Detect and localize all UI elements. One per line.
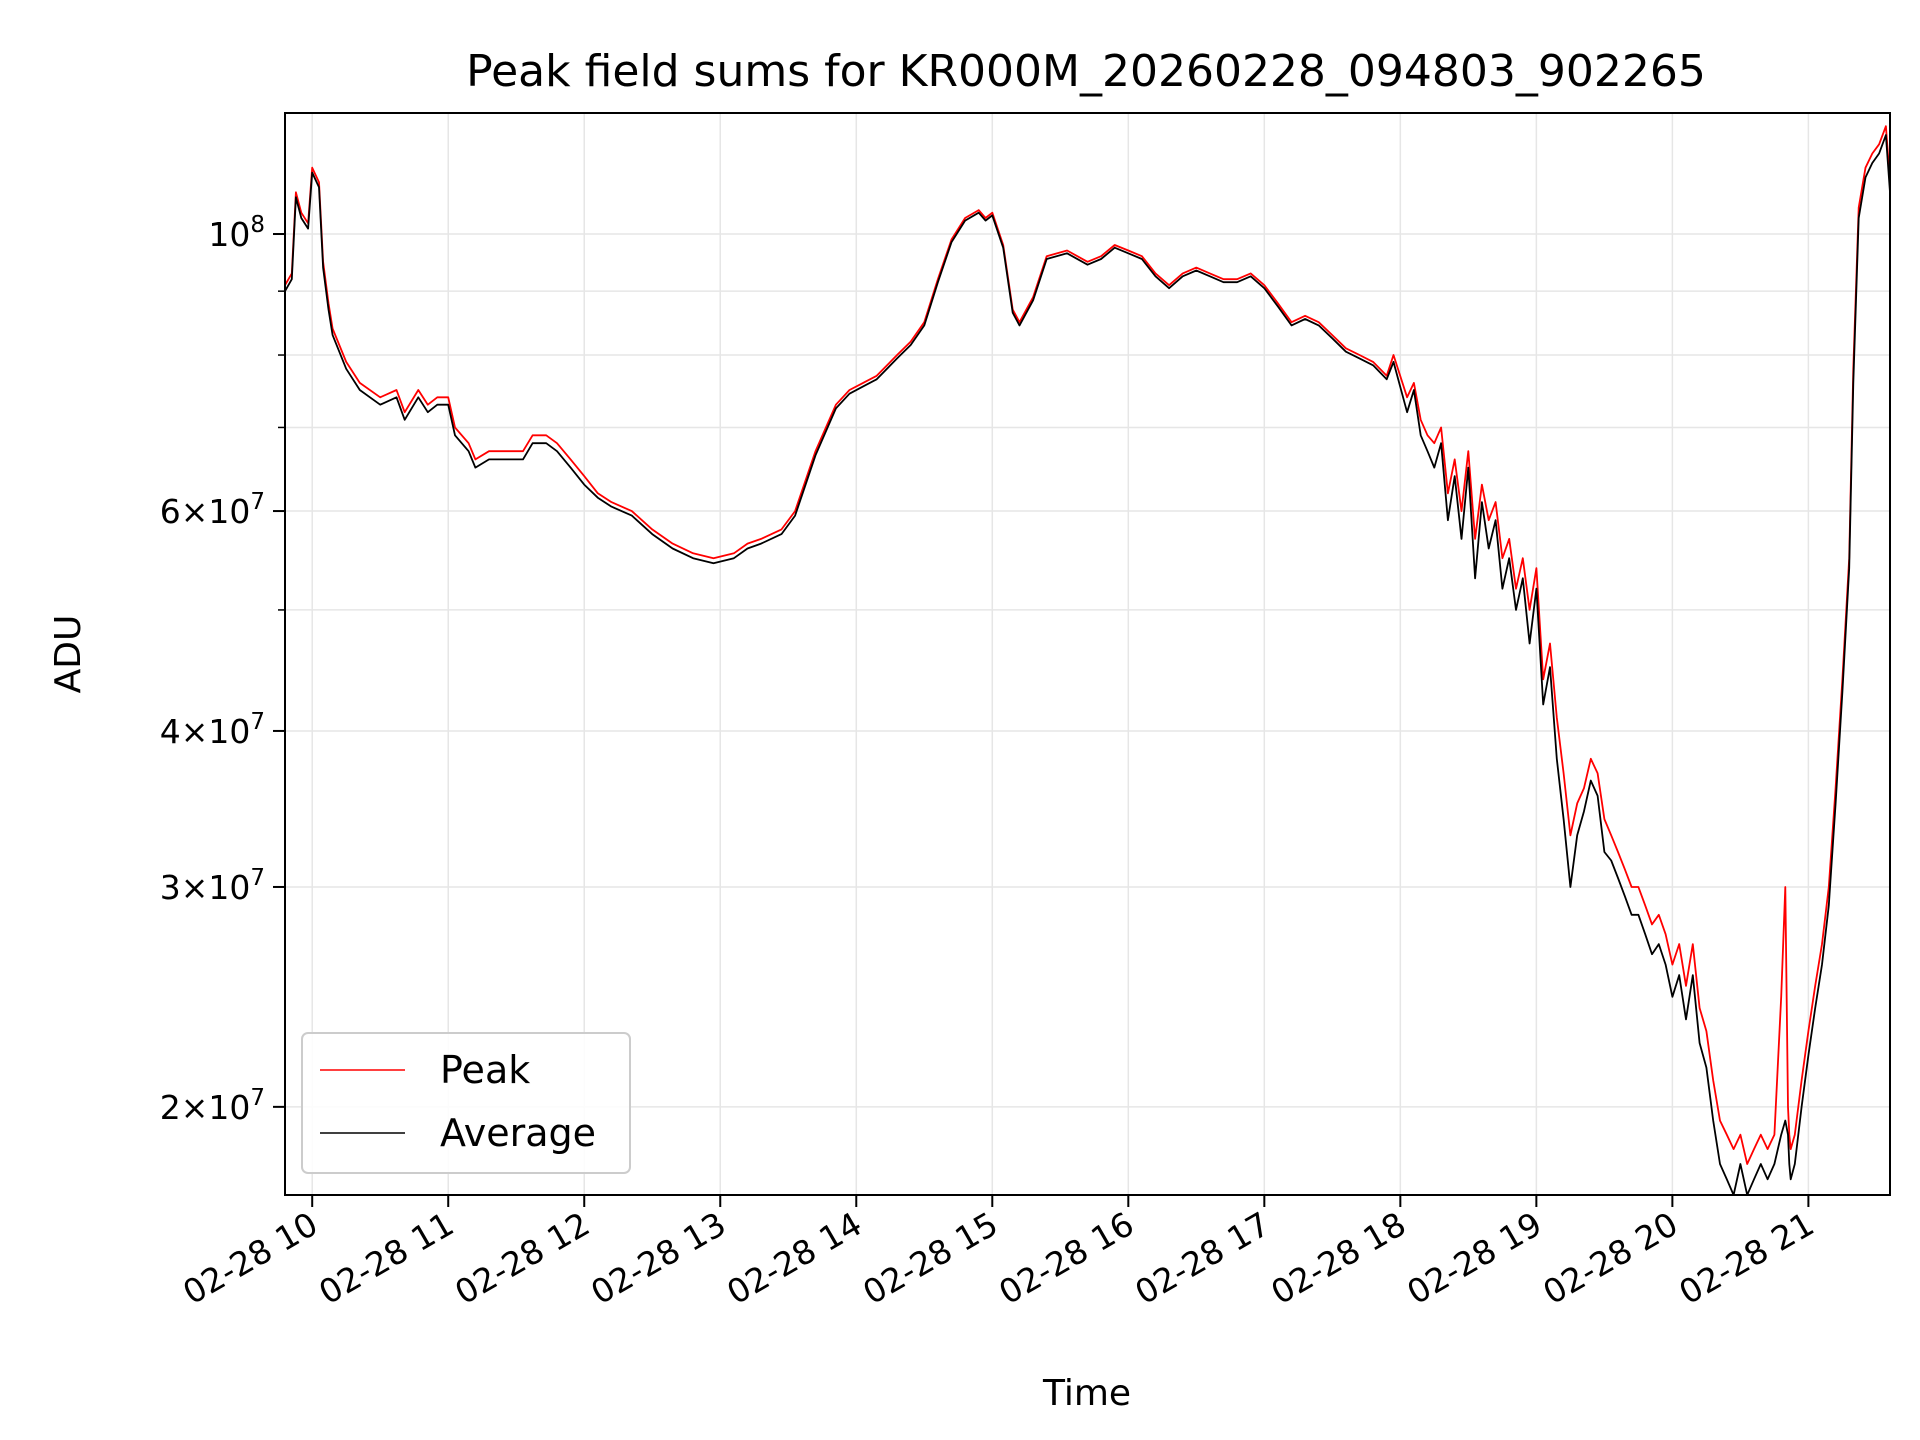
- legend-frame: [301, 1032, 631, 1174]
- y-tick-label: 108: [208, 212, 265, 254]
- y-axis-title: ADU: [48, 615, 89, 694]
- series-lines: [285, 125, 1890, 1195]
- y-tick-label: 4×107: [160, 709, 265, 751]
- plot-frame: [284, 112, 1891, 1196]
- legend-label-average: Average: [440, 1111, 596, 1155]
- y-axis: 108 6×107 4×107 3×107 2×107: [160, 212, 285, 1127]
- legend-label-peak: Peak: [440, 1048, 530, 1092]
- y-tick-label: 3×107: [160, 865, 265, 907]
- grid: [285, 113, 1890, 1195]
- x-axis-title: Time: [1042, 1373, 1131, 1414]
- chart-title: Peak field sums for KR000M_20260228_0948…: [466, 46, 1706, 97]
- series-line-peak: [285, 125, 1890, 1165]
- series-line-average: [285, 134, 1890, 1195]
- y-tick-label: 6×107: [160, 489, 265, 531]
- y-tick-label: 2×107: [160, 1085, 265, 1127]
- legend: Peak Average: [301, 1032, 631, 1174]
